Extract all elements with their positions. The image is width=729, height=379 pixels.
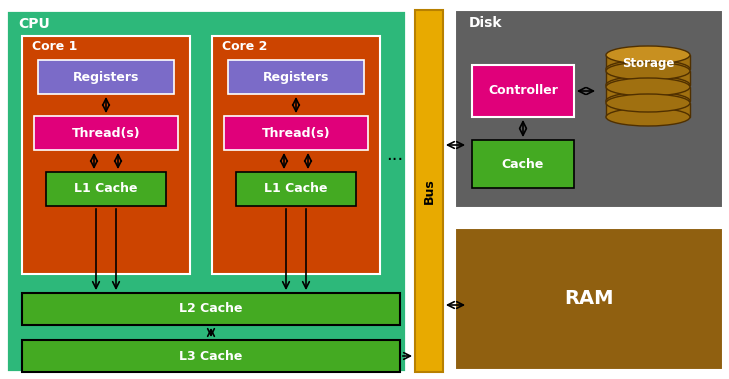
Text: L1 Cache: L1 Cache: [264, 183, 328, 196]
Ellipse shape: [606, 62, 690, 80]
Text: Registers: Registers: [263, 70, 330, 83]
Text: L1 Cache: L1 Cache: [74, 183, 138, 196]
Text: Registers: Registers: [73, 70, 139, 83]
Bar: [236, 172, 356, 206]
Text: Cache: Cache: [502, 158, 544, 171]
Bar: [22, 293, 400, 325]
Text: Thread(s): Thread(s): [71, 127, 140, 139]
Text: L2 Cache: L2 Cache: [179, 302, 243, 315]
Bar: [455, 10, 723, 208]
Bar: [472, 140, 574, 188]
Bar: [212, 36, 380, 274]
Bar: [46, 172, 166, 206]
Bar: [455, 228, 723, 370]
Ellipse shape: [606, 76, 690, 94]
Bar: [606, 71, 690, 85]
Ellipse shape: [606, 108, 690, 126]
Text: Storage: Storage: [622, 56, 674, 69]
Ellipse shape: [606, 46, 690, 64]
Bar: [34, 116, 178, 150]
Text: Disk: Disk: [469, 16, 502, 30]
Text: RAM: RAM: [564, 290, 614, 309]
Ellipse shape: [606, 60, 690, 78]
Bar: [606, 103, 690, 117]
Text: Core 2: Core 2: [222, 41, 268, 53]
Text: ...: ...: [386, 146, 404, 164]
Text: Core 1: Core 1: [32, 41, 77, 53]
Text: Thread(s): Thread(s): [262, 127, 330, 139]
Bar: [38, 60, 174, 94]
Ellipse shape: [606, 94, 690, 112]
Ellipse shape: [606, 78, 690, 96]
Bar: [472, 65, 574, 117]
Bar: [415, 10, 443, 372]
Text: CPU: CPU: [18, 17, 50, 31]
Bar: [22, 36, 190, 274]
Text: L3 Cache: L3 Cache: [179, 349, 243, 362]
Bar: [22, 340, 400, 372]
Bar: [6, 10, 406, 372]
Text: Controller: Controller: [488, 85, 558, 97]
Bar: [228, 60, 364, 94]
Bar: [606, 55, 690, 69]
Bar: [606, 87, 690, 101]
Bar: [224, 116, 368, 150]
Text: Bus: Bus: [423, 178, 435, 204]
Ellipse shape: [606, 92, 690, 110]
